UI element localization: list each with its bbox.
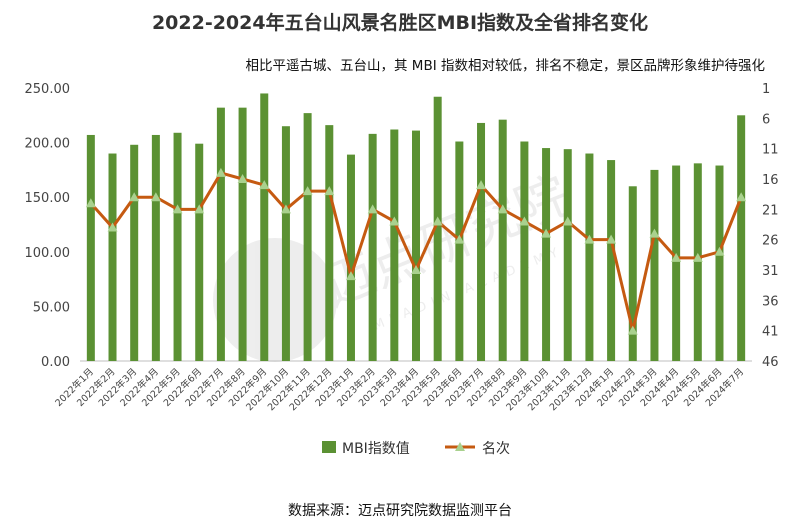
mbi-bar — [542, 148, 551, 361]
legend-line-label: 名次 — [482, 441, 510, 457]
rank-marker — [584, 234, 595, 244]
rank-line-series — [85, 167, 747, 335]
mbi-bar — [520, 141, 529, 361]
rank-marker — [345, 271, 356, 281]
mbi-bar — [216, 107, 225, 361]
rank-marker — [671, 252, 682, 262]
rank-marker — [280, 204, 291, 214]
y-right-tick-label: 31 — [762, 264, 779, 279]
rank-marker — [627, 325, 638, 335]
mbi-bar — [412, 130, 420, 361]
mbi-bar — [585, 153, 594, 361]
mbi-bar — [325, 125, 334, 362]
mbi-bar — [607, 160, 616, 361]
x-axis-labels: 2022年1月2022年2月2022年3月2022年4月2022年5月2022年… — [53, 366, 747, 414]
rank-marker — [432, 216, 443, 226]
rank-marker — [606, 234, 617, 244]
y-right-tick-label: 46 — [762, 355, 779, 370]
legend: MBI指数值 名次 — [322, 441, 510, 457]
rank-marker — [215, 167, 226, 177]
mbi-bar — [130, 144, 139, 361]
rank-marker — [476, 180, 487, 190]
legend-bar-label: MBI指数值 — [342, 441, 410, 457]
y-left-tick-label: 200.00 — [25, 137, 71, 152]
legend-bar-swatch — [322, 441, 336, 453]
mbi-bar — [715, 165, 724, 361]
mbi-bar — [368, 133, 377, 361]
data-source: 数据来源：迈点研究院数据监测平台 — [288, 503, 512, 519]
y-left-tick-label: 250.00 — [25, 82, 71, 97]
y-left-tick-label: 100.00 — [25, 246, 71, 261]
mbi-bar — [477, 122, 486, 361]
rank-marker — [736, 192, 747, 202]
rank-marker — [454, 234, 465, 244]
rank-marker — [411, 265, 421, 274]
mbi-bar — [303, 113, 312, 361]
rank-marker — [541, 228, 552, 238]
mbi-bar — [672, 165, 681, 361]
y-left-tick-label: 50.00 — [33, 300, 70, 315]
rank-marker — [714, 246, 725, 256]
mbi-bar — [346, 154, 355, 361]
mbi-bar — [455, 141, 464, 361]
legend-line-marker — [455, 442, 465, 451]
rank-marker — [562, 216, 573, 226]
rank-marker — [302, 186, 313, 196]
rank-marker — [324, 186, 335, 196]
y-right-tick-label: 41 — [762, 325, 779, 340]
rank-marker — [172, 204, 183, 214]
chart-title: 2022-2024年五台山风景名胜区MBI指数及全省排名变化 — [151, 12, 649, 34]
rank-marker — [367, 204, 378, 214]
mbi-bar — [737, 115, 746, 361]
mbi-bar — [650, 169, 659, 361]
mbi-bar — [498, 119, 507, 361]
y-right-tick-label: 26 — [762, 234, 779, 249]
rank-marker — [389, 216, 400, 226]
mbi-bar — [108, 153, 117, 361]
bar-series — [86, 93, 746, 362]
rank-marker — [194, 204, 205, 214]
rank-marker — [519, 216, 530, 226]
rank-marker — [259, 180, 270, 190]
rank-marker — [497, 204, 508, 214]
y-right-tick-label: 6 — [762, 112, 770, 127]
mbi-bar — [195, 143, 204, 361]
mbi-bar — [151, 134, 160, 361]
mbi-bar — [693, 163, 702, 361]
y-right-tick-label: 21 — [762, 203, 779, 218]
rank-marker — [649, 228, 660, 238]
rank-marker — [129, 192, 140, 202]
rank-marker — [237, 174, 248, 183]
y-right-tick-label: 36 — [762, 294, 779, 309]
mbi-bar — [390, 129, 399, 361]
chart-subtitle: 相比平遥古城、五台山，其 MBI 指数相对较低，排名不稳定，景区品牌形象维护待强… — [245, 58, 765, 74]
mbi-bar — [173, 132, 182, 361]
y-left-tick-label: 150.00 — [25, 191, 71, 206]
mbi-bar — [563, 149, 572, 361]
mbi-bar — [86, 134, 95, 361]
rank-marker — [85, 198, 96, 208]
y-left-tick-label: 0.00 — [41, 355, 70, 370]
mbi-bar — [281, 126, 290, 361]
y-right-tick-label: 11 — [762, 143, 779, 158]
mbi-bar — [628, 186, 637, 361]
mbi-bar — [260, 93, 269, 362]
mbi-bar — [238, 107, 247, 361]
y-right-tick-label: 1 — [762, 82, 770, 97]
rank-marker — [107, 222, 118, 232]
rank-marker — [692, 252, 703, 262]
mbi-bar — [433, 96, 442, 362]
rank-marker — [150, 192, 161, 202]
y-right-tick-label: 16 — [762, 173, 779, 188]
watermark-logo — [213, 238, 337, 362]
